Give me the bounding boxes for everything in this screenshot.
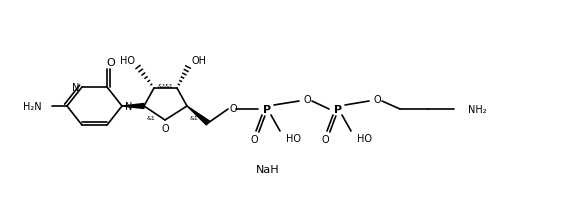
Text: N: N [71,83,79,93]
Text: NaH: NaH [256,164,280,174]
Text: P: P [263,104,271,115]
Text: &1: &1 [147,116,156,121]
Text: O: O [107,58,115,68]
Text: P: P [334,104,342,115]
Text: O: O [303,95,311,104]
Text: &1: &1 [157,83,166,88]
Text: O: O [229,103,237,114]
Text: HO: HO [357,133,372,143]
Polygon shape [187,106,210,125]
Text: O: O [373,95,381,104]
Text: H₂N: H₂N [24,101,42,112]
Polygon shape [122,104,144,109]
Text: OH: OH [192,56,207,66]
Text: &1: &1 [165,83,174,88]
Text: HO: HO [120,56,135,66]
Text: O: O [321,134,329,144]
Text: N: N [125,101,133,112]
Text: &1: &1 [190,116,199,121]
Text: O: O [250,134,258,144]
Text: O: O [161,123,169,133]
Text: NH₂: NH₂ [468,104,487,115]
Text: HO: HO [286,133,301,143]
